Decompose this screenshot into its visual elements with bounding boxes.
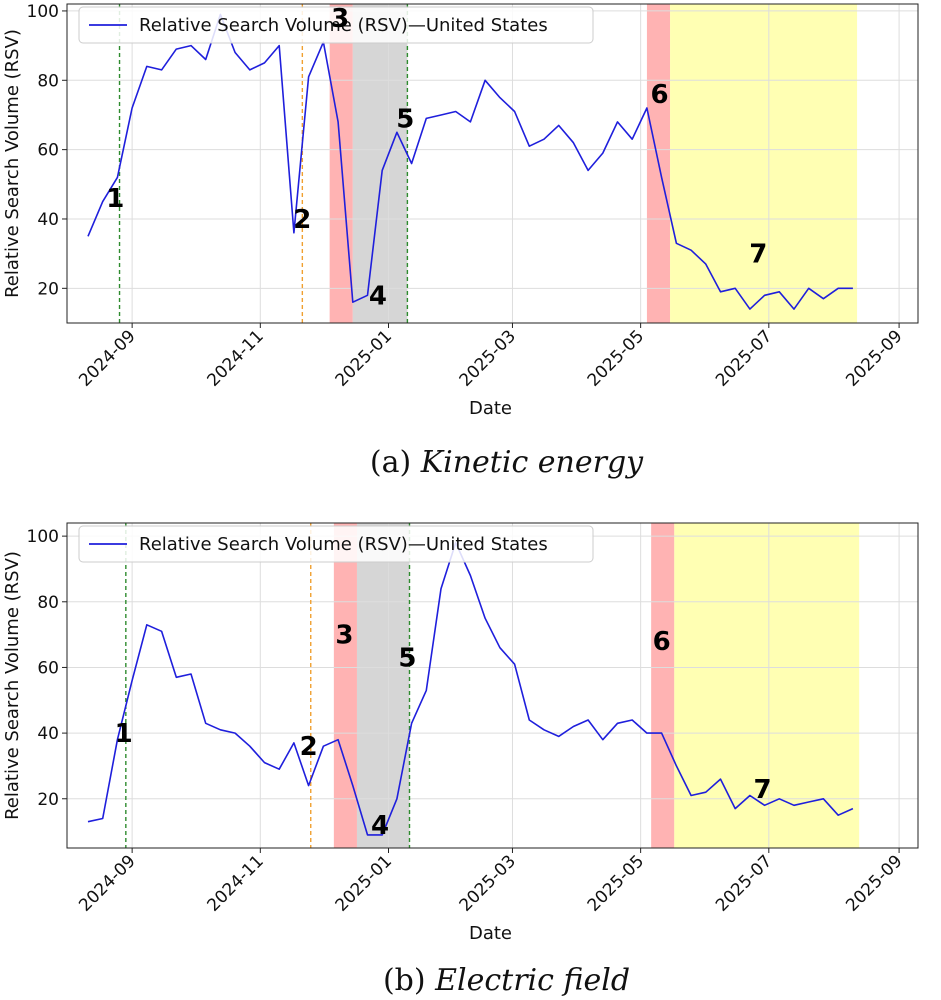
y-tick-label: 40 [37,724,59,744]
legend-label: Relative Search Volume (RSV)—United Stat… [139,15,548,36]
x-axis-label: Date [469,923,512,944]
caption-label: (a) [370,445,421,480]
x-tick-label: 2025-01 [332,326,396,390]
x-tick-label: 2025-03 [456,326,520,390]
x-tick-label: 2025-09 [842,326,906,390]
x-axis-label: Date [469,398,512,419]
caption-label: (b) [383,963,435,998]
x-tick-label: 2025-07 [712,326,776,390]
annotation-6: 6 [653,627,671,657]
y-tick-label: 40 [37,210,59,230]
y-tick-label: 100 [27,527,59,547]
y-tick-label: 100 [27,2,59,22]
y-tick-label: 20 [37,790,59,810]
chart-panel-a: 20 40 60 80 100 2024-09 2024-11 2025-01 2025-03 2… [2,2,919,480]
x-tick-label: 2024-11 [203,851,267,915]
event-span-2 [352,4,408,323]
annotation-2: 2 [293,205,311,235]
x-tick-label: 2025-07 [712,851,776,915]
event-span-2 [356,523,410,848]
x-tick-label: 2025-01 [332,851,396,915]
caption-title: Kinetic energy [420,445,644,480]
chart-panel-b: 20 40 60 80 100 2024-09 2024-11 2025-01 2025-03 2… [2,522,919,998]
figure-caption: (b) Electric field [383,963,630,998]
event-span-4 [670,4,858,323]
annotation-3: 3 [331,4,349,34]
plot-frame [66,522,919,849]
annotation-6: 6 [651,80,669,110]
annotation-4: 4 [371,811,389,841]
y-tick-label: 80 [37,593,59,613]
annotation-2: 2 [300,732,318,762]
x-tick-label: 2025-09 [842,851,906,915]
x-tick-label: 2025-03 [456,851,520,915]
y-axis-label: Relative Search Volume (RSV) [2,29,23,298]
y-axis-label: Relative Search Volume (RSV) [2,551,23,820]
event-span-4 [674,523,860,848]
figure-caption: (a) Kinetic energy [370,445,644,480]
annotation-1: 1 [106,184,124,214]
annotation-5: 5 [396,104,414,134]
event-span-3 [651,523,675,848]
x-tick-label: 2024-09 [75,851,139,915]
caption-title: Electric field [434,963,630,998]
x-tick-label: 2025-05 [584,851,648,915]
annotation-7: 7 [749,240,767,270]
legend-box [78,525,594,563]
y-tick-label: 20 [37,279,59,299]
legend-label: Relative Search Volume (RSV)—United Stat… [139,534,548,555]
event-span-1 [333,523,357,848]
annotation-7: 7 [753,775,771,805]
y-tick-label: 80 [37,71,59,91]
x-tick-label: 2024-11 [203,326,267,390]
y-tick-label: 60 [37,141,59,161]
annotation-4: 4 [369,281,387,311]
x-tick-label: 2024-09 [75,326,139,390]
annotation-5: 5 [398,644,416,674]
x-tick-label: 2025-05 [584,326,648,390]
legend-box [78,6,594,44]
y-tick-label: 60 [37,658,59,678]
annotation-3: 3 [335,621,353,651]
plot-frame [66,3,919,324]
annotation-1: 1 [115,719,133,749]
